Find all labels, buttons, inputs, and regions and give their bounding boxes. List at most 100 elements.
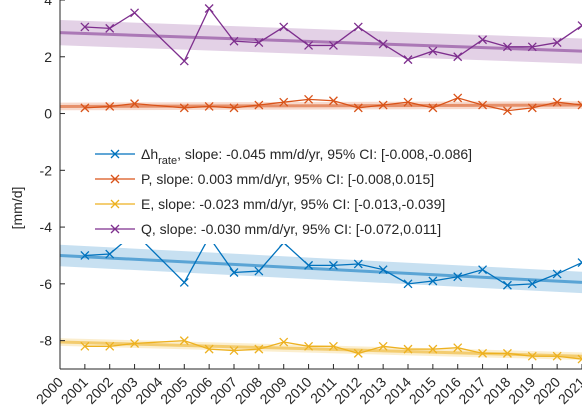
legend-entry-2: E, slope: -0.023 mm/d/yr, 95% CI: [-0.01… xyxy=(95,196,445,212)
y-tick-label: -6 xyxy=(40,276,53,292)
data-point-2-10 xyxy=(353,348,363,358)
y-tick-label: -4 xyxy=(40,219,53,235)
data-point-1-4 xyxy=(204,101,214,111)
y-tick-label: 4 xyxy=(44,0,52,8)
data-point-2-6 xyxy=(254,344,264,354)
data-point-0-15 xyxy=(478,265,488,275)
data-series xyxy=(80,4,582,364)
data-point-1-0 xyxy=(80,103,90,113)
data-point-1-8 xyxy=(304,94,314,104)
legend-marker-3 xyxy=(110,224,120,234)
data-point-0-10 xyxy=(353,259,363,269)
series-line-1 xyxy=(84,97,582,112)
legend-entry-3: Q, slope: -0.030 mm/d/yr, 95% CI: [-0.07… xyxy=(95,221,441,237)
data-point-3-1 xyxy=(105,23,115,33)
data-point-2-3 xyxy=(179,336,189,346)
data-point-1-10 xyxy=(353,103,363,113)
data-point-3-13 xyxy=(428,46,438,56)
legend-label-rest: , slope: -0.045 mm/d/yr, 95% CI: [-0.008… xyxy=(177,146,472,162)
data-point-3-0 xyxy=(80,22,90,32)
data-point-2-2 xyxy=(130,338,140,348)
data-point-0-14 xyxy=(453,272,463,282)
data-point-3-19 xyxy=(577,21,582,31)
data-point-1-17 xyxy=(527,103,537,113)
data-point-3-8 xyxy=(304,40,314,50)
data-point-1-7 xyxy=(279,97,289,107)
data-point-1-16 xyxy=(502,106,512,116)
data-point-3-9 xyxy=(328,40,338,50)
legend-label-rest: , slope: -0.023 mm/d/yr, 95% CI: [-0.013… xyxy=(150,196,445,212)
data-point-0-12 xyxy=(403,279,413,289)
data-point-0-0 xyxy=(80,251,90,260)
data-point-3-17 xyxy=(527,42,537,52)
data-point-0-16 xyxy=(502,280,512,290)
legend-label-3: Q, slope: -0.030 mm/d/yr, 95% CI: [-0.07… xyxy=(141,221,441,237)
data-point-1-19 xyxy=(577,100,582,110)
legend-label-subscript: rate xyxy=(158,155,177,167)
data-point-2-17 xyxy=(527,351,537,361)
y-tick-label: -8 xyxy=(40,333,53,349)
data-point-3-7 xyxy=(279,22,289,32)
data-point-0-1 xyxy=(105,249,115,259)
data-point-1-9 xyxy=(328,96,338,106)
trend-line-3 xyxy=(59,31,582,53)
data-point-3-4 xyxy=(204,4,214,13)
series-3 xyxy=(80,4,582,66)
data-point-0-11 xyxy=(378,265,388,275)
y-tick-label: -2 xyxy=(40,162,53,178)
data-point-0-9 xyxy=(328,260,338,270)
legend-entry-0: Δhrate, slope: -0.045 mm/d/yr, 95% CI: [… xyxy=(95,146,472,167)
data-point-3-2 xyxy=(130,8,140,18)
legend-label-0: Δhrate, slope: -0.045 mm/d/yr, 95% CI: [… xyxy=(141,146,472,167)
data-point-2-7 xyxy=(279,337,289,347)
data-point-2-19 xyxy=(577,354,582,364)
data-point-0-18 xyxy=(552,269,562,279)
data-point-2-18 xyxy=(552,351,562,361)
data-point-1-12 xyxy=(403,97,413,107)
data-point-1-18 xyxy=(552,97,562,107)
series-0 xyxy=(80,228,582,290)
data-point-2-16 xyxy=(502,348,512,358)
legend-label-rest: , slope: -0.030 mm/d/yr, 95% CI: [-0.072… xyxy=(152,221,441,237)
data-point-3-6 xyxy=(254,38,264,48)
data-point-0-5 xyxy=(229,268,239,277)
legend: Δhrate, slope: -0.045 mm/d/yr, 95% CI: [… xyxy=(88,140,573,244)
data-point-3-15 xyxy=(478,35,488,45)
data-point-2-11 xyxy=(378,341,388,351)
data-point-2-14 xyxy=(453,343,463,353)
trend-line-1 xyxy=(59,103,582,108)
data-point-2-5 xyxy=(229,346,239,356)
data-point-0-6 xyxy=(254,266,264,276)
series-line-0 xyxy=(84,231,582,286)
y-tick-label: 0 xyxy=(44,106,52,122)
data-point-2-4 xyxy=(204,344,214,354)
legend-box xyxy=(88,140,573,244)
legend-label-main: Q xyxy=(141,221,152,237)
legend-marker-2 xyxy=(110,199,120,209)
series-line-3 xyxy=(84,7,582,63)
data-point-3-10 xyxy=(353,22,363,32)
data-point-2-8 xyxy=(304,341,314,351)
data-point-1-6 xyxy=(254,100,264,110)
data-point-3-11 xyxy=(378,39,388,49)
data-point-0-3 xyxy=(179,277,189,287)
data-point-1-11 xyxy=(378,100,388,110)
data-point-2-15 xyxy=(478,348,488,358)
data-point-1-5 xyxy=(229,103,239,113)
data-point-2-12 xyxy=(403,344,413,354)
data-point-2-1 xyxy=(105,341,115,351)
data-point-1-15 xyxy=(478,100,488,110)
data-point-0-19 xyxy=(577,258,582,268)
legend-marker-1 xyxy=(110,174,120,184)
data-point-3-12 xyxy=(403,55,413,65)
data-point-1-3 xyxy=(179,103,189,113)
legend-entry-1: P, slope: 0.003 mm/d/yr, 95% CI: [-0.008… xyxy=(95,171,434,187)
data-point-0-17 xyxy=(527,279,537,289)
data-point-3-14 xyxy=(453,52,463,62)
legend-label-main: P xyxy=(141,171,150,187)
series-line-2 xyxy=(84,339,582,360)
data-point-2-9 xyxy=(328,341,338,351)
data-point-0-8 xyxy=(304,260,314,270)
legend-label-1: P, slope: 0.003 mm/d/yr, 95% CI: [-0.008… xyxy=(141,171,434,187)
